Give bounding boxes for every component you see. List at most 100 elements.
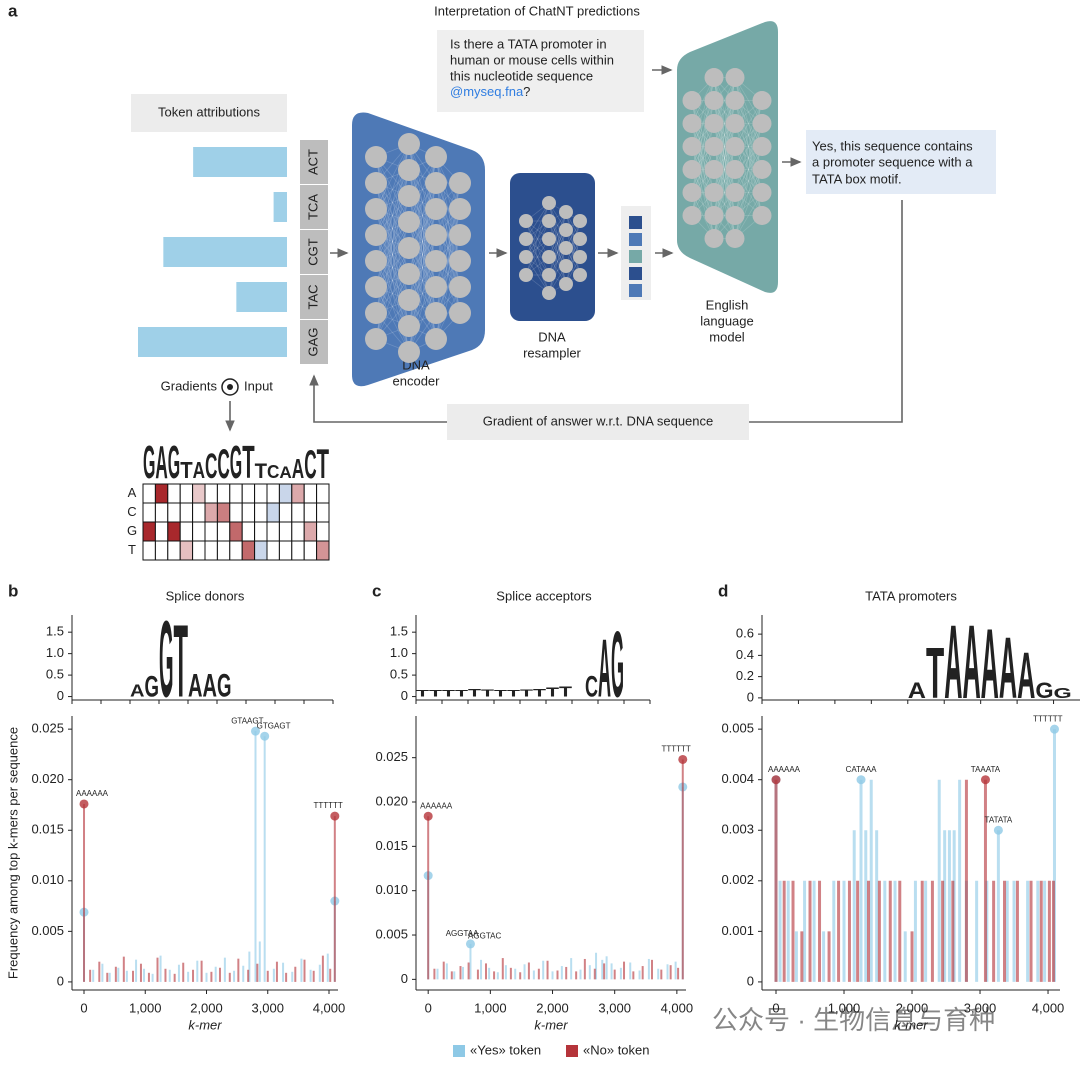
heatmap-cell: [241, 521, 256, 542]
network-node: [398, 133, 420, 155]
heatmap-cell: [192, 521, 206, 542]
token-box: [300, 185, 328, 229]
network-edge: [408, 208, 437, 275]
network-node: [449, 172, 471, 194]
chart-title: TATA promoters: [865, 588, 957, 603]
annotation: GTGAGT: [257, 721, 291, 730]
y-tick-label: 0.002: [721, 872, 754, 887]
network-node: [398, 185, 420, 207]
heatmap-cell: [167, 483, 181, 504]
network-node: [519, 232, 533, 246]
logo-letter-group: T: [926, 634, 944, 714]
network-node: [398, 289, 420, 311]
network-edge: [408, 169, 437, 262]
logo-letter-group: T: [468, 688, 481, 699]
heatmap-row-label: T: [128, 542, 136, 557]
panel-label: a: [8, 1, 18, 20]
attribution-bar: [236, 282, 287, 312]
embedding-cell: [629, 250, 642, 263]
network-node: [559, 223, 573, 237]
logo-letter-group: G: [611, 612, 624, 717]
logo-letter-group: A: [188, 668, 203, 704]
heatmap-cell: [142, 483, 156, 504]
annotation: TAAATA: [971, 765, 1001, 774]
network-node: [425, 224, 447, 246]
network-node: [752, 114, 772, 133]
heatmap-cell: [154, 540, 169, 561]
logo-letter-group: A: [279, 463, 291, 482]
heatmap-cell: [303, 540, 318, 561]
peak-marker: [465, 939, 475, 949]
token-box: [300, 275, 328, 319]
network-edge: [408, 247, 437, 314]
answer-line: Yes, this sequence contains: [812, 138, 973, 153]
network-node: [449, 198, 471, 220]
heatmap-row-label: A: [128, 485, 137, 500]
heatmap-cell: [316, 540, 330, 561]
network-edge: [734, 169, 763, 239]
network-node: [573, 214, 587, 228]
heatmap-cell: [229, 502, 243, 523]
embedding-cell: [629, 233, 642, 246]
logo-letter: T: [317, 440, 329, 487]
gradient-box: [447, 404, 749, 440]
logo-letter: A: [279, 463, 291, 482]
logo-y-tick-label: 1.5: [46, 624, 64, 639]
annotation: TTTTTT: [661, 745, 690, 754]
heatmap-cell: [291, 502, 305, 523]
network-node: [752, 137, 772, 156]
heatmap-cell: [291, 540, 305, 561]
embedding-cell: [629, 267, 642, 280]
network-edge: [525, 256, 550, 294]
heatmap-cell: [229, 521, 243, 542]
logo-letter-group: T: [317, 440, 329, 487]
network-node: [398, 211, 420, 233]
network-node: [365, 224, 387, 246]
legend-swatch: [566, 1045, 578, 1057]
dna-resampler: [510, 173, 595, 321]
resampler-label: resampler: [523, 345, 581, 360]
network-node: [704, 137, 724, 156]
heatmap-cell: [167, 540, 181, 561]
heatmap-row-label: C: [127, 504, 136, 519]
network-edge: [691, 100, 715, 170]
heatmap-cell: [179, 502, 194, 523]
question-line: this nucleotide sequence: [450, 68, 593, 83]
peak-marker: [79, 799, 89, 809]
y-tick-label: 0.020: [31, 771, 64, 786]
network-edge: [525, 220, 550, 258]
y-tick-label: 0.020: [375, 793, 408, 808]
network-node: [542, 286, 556, 300]
logo-letter: T: [255, 460, 268, 484]
network-edge: [713, 77, 736, 147]
heatmap-cell: [254, 483, 268, 504]
network-node: [519, 268, 533, 282]
x-tick-label: 2,000: [896, 1000, 929, 1015]
network-edge: [408, 169, 437, 236]
network-edge: [375, 260, 410, 327]
logo-letter: C: [585, 671, 598, 704]
peak-marker: [993, 825, 1003, 835]
logo-y-tick-label: 1.0: [390, 645, 408, 660]
network-edge: [408, 221, 437, 314]
x-tick-label: 2,000: [190, 1000, 223, 1015]
network-node: [559, 205, 573, 219]
heatmap-cell: [167, 502, 181, 523]
network-edge: [375, 273, 410, 340]
network-node: [682, 160, 702, 179]
logo-y-tick-label: 0.6: [736, 626, 754, 641]
heatmap-cell: [229, 483, 243, 504]
heatmap-cell: [278, 502, 293, 523]
network-edge: [691, 123, 715, 193]
network-node: [365, 250, 387, 272]
heatmap-cell: [154, 483, 169, 504]
logo-letter-group: G: [168, 436, 180, 488]
logo-letter-group: A: [193, 457, 206, 484]
logo-letter: C: [217, 440, 229, 487]
network-edge: [713, 100, 736, 170]
logo-letter-group: T: [455, 689, 469, 699]
network-edge: [375, 208, 410, 301]
network-node: [682, 137, 702, 156]
logo-letter-group: A: [944, 603, 962, 720]
logo-letter-group: A: [130, 681, 145, 701]
